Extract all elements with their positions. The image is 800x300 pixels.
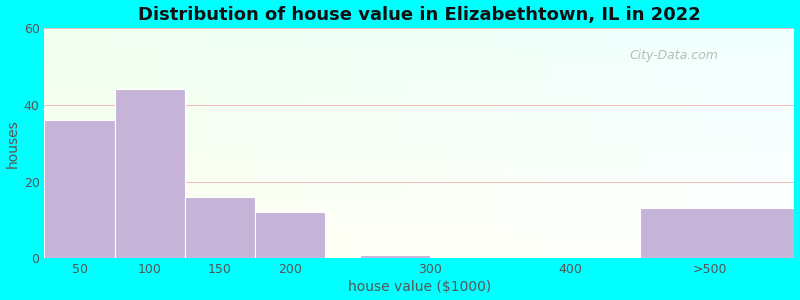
Bar	[45, 120, 114, 258]
Bar	[640, 208, 794, 258]
Title: Distribution of house value in Elizabethtown, IL in 2022: Distribution of house value in Elizabeth…	[138, 6, 701, 24]
X-axis label: house value ($1000): house value ($1000)	[348, 280, 491, 294]
Bar	[185, 197, 254, 258]
Y-axis label: houses: houses	[6, 119, 19, 167]
Bar	[254, 212, 325, 258]
Bar	[360, 255, 430, 258]
Text: City-Data.com: City-Data.com	[630, 49, 718, 62]
Bar	[114, 89, 185, 258]
